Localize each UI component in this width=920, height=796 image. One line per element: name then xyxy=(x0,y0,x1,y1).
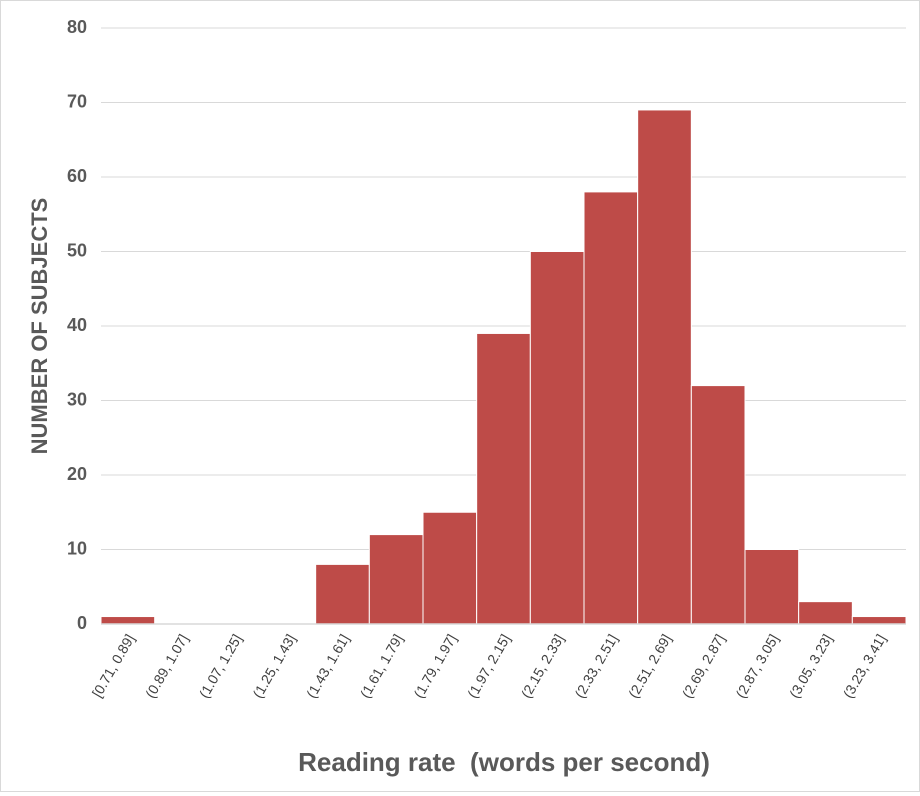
bar xyxy=(851,616,907,625)
x-tick-label: (2.33, 2.51] xyxy=(571,631,620,700)
bar xyxy=(100,616,156,625)
bar xyxy=(637,109,692,625)
x-tick-label: (2.15, 2.33] xyxy=(518,631,567,700)
bar xyxy=(422,511,478,625)
x-tick-label: (3.05, 3.23] xyxy=(786,631,835,700)
y-tick-label: 50 xyxy=(67,240,87,260)
y-tick-label: 0 xyxy=(77,613,87,633)
bar xyxy=(315,563,370,625)
bar xyxy=(368,534,424,625)
y-tick-label: 40 xyxy=(67,315,87,335)
x-tick-label: (0.89, 1.07] xyxy=(142,631,191,700)
x-tick-label: (1.25, 1.43] xyxy=(249,631,298,700)
bar xyxy=(690,385,746,625)
bar xyxy=(529,251,585,625)
y-tick-label: 10 xyxy=(67,538,87,558)
x-tick-label: (1.61, 1.79] xyxy=(357,631,406,700)
bar xyxy=(744,549,800,625)
y-tick-labels: 0 10 20 30 40 50 60 70 80 xyxy=(67,17,87,633)
x-tick-label: (1.97, 2.15] xyxy=(464,631,513,700)
x-tick-label: (2.87, 3.05] xyxy=(732,631,781,700)
bar xyxy=(798,601,853,625)
x-tick-labels: [0.71, 0.89] (0.89, 1.07] (1.07, 1.25] (1.2… xyxy=(89,631,889,700)
y-axis-title: NUMBER OF SUBJECTS xyxy=(27,198,52,455)
x-tick-label: (1.79, 1.97] xyxy=(410,631,459,700)
y-tick-label: 20 xyxy=(67,464,87,484)
x-tick-label: (2.69, 2.87] xyxy=(679,631,728,700)
bar xyxy=(583,191,639,625)
bars xyxy=(100,109,907,625)
y-tick-label: 80 xyxy=(67,17,87,37)
y-tick-label: 30 xyxy=(67,389,87,409)
x-axis-title: Reading rate (words per second) xyxy=(298,747,710,777)
x-tick-label: (3.23, 3.41] xyxy=(840,631,889,700)
bar xyxy=(476,332,531,625)
x-tick-label: (1.43, 1.61] xyxy=(303,631,352,700)
y-tick-label: 60 xyxy=(67,166,87,186)
x-tick-label: (1.07, 1.25] xyxy=(196,631,245,700)
y-tick-label: 70 xyxy=(67,91,87,111)
x-tick-label: (2.51, 2.69] xyxy=(625,631,674,700)
x-tick-label: [0.71, 0.89] xyxy=(89,631,138,700)
